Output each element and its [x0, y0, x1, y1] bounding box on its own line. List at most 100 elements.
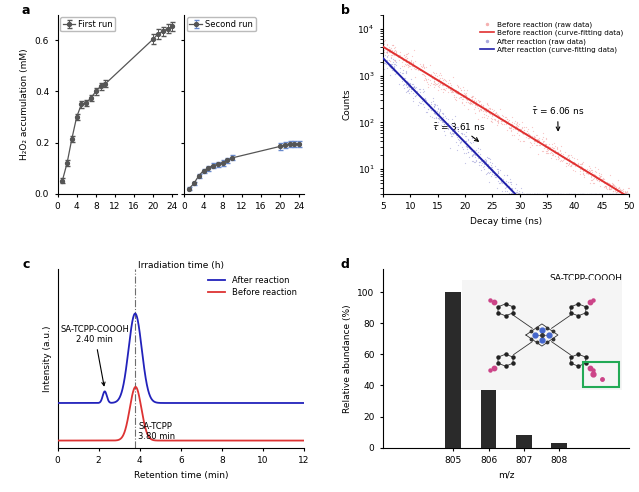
- Point: [591, 190, 601, 198]
- Point: [574, 190, 584, 198]
- Point: [389, 49, 399, 57]
- Point: [594, 169, 604, 177]
- Point: [511, 190, 521, 198]
- Point: [420, 63, 431, 71]
- Point: [564, 157, 574, 165]
- Point: [577, 164, 587, 172]
- Point: [549, 149, 559, 156]
- Point: [387, 64, 397, 72]
- Point: [484, 109, 494, 117]
- Point: [427, 80, 438, 88]
- Point: [470, 101, 481, 109]
- Point: [390, 70, 400, 78]
- Point: [517, 190, 527, 198]
- Point: [460, 91, 470, 99]
- Point: [507, 189, 517, 197]
- Point: [506, 126, 516, 134]
- Point: [574, 190, 585, 198]
- Point: [458, 99, 468, 107]
- Point: [481, 108, 491, 116]
- Point: [463, 98, 473, 106]
- Point: [550, 142, 560, 150]
- Point: [530, 137, 540, 145]
- Legend: Before reaction (raw data), Before reaction (curve-fitting data), After reaction: Before reaction (raw data), Before react…: [477, 18, 626, 56]
- Point: [449, 88, 459, 96]
- Point: [579, 190, 589, 198]
- Point: [620, 190, 630, 198]
- Point: [445, 86, 455, 93]
- Point: [537, 133, 548, 141]
- Point: [453, 89, 463, 97]
- Point: [495, 105, 505, 113]
- Point: [522, 190, 532, 198]
- Point: [489, 171, 499, 179]
- Point: [530, 190, 540, 198]
- Point: [506, 120, 516, 128]
- Point: [433, 77, 443, 85]
- Point: [398, 55, 408, 63]
- Point: [590, 190, 600, 198]
- Point: [587, 190, 597, 198]
- Point: [493, 111, 504, 119]
- Point: [421, 76, 431, 84]
- Point: [463, 95, 473, 103]
- Point: [580, 166, 590, 174]
- Point: [563, 151, 573, 159]
- Point: [434, 109, 444, 117]
- Point: [449, 93, 459, 101]
- Point: [525, 190, 535, 198]
- Point: [600, 190, 610, 198]
- Point: [424, 105, 434, 113]
- Point: [450, 86, 460, 94]
- Point: [397, 62, 408, 69]
- Point: [389, 63, 399, 71]
- Point: [448, 122, 458, 129]
- Point: [539, 144, 549, 152]
- Point: [423, 75, 433, 83]
- Point: [541, 147, 551, 155]
- Point: [391, 48, 401, 56]
- Point: [435, 116, 445, 124]
- Point: [409, 83, 419, 91]
- Point: [410, 84, 420, 92]
- Point: [557, 149, 567, 157]
- Point: [552, 144, 562, 152]
- Point: [564, 155, 574, 163]
- Point: [470, 154, 481, 161]
- Point: [550, 144, 560, 152]
- Point: [451, 146, 461, 154]
- Point: [454, 94, 465, 102]
- Point: [472, 102, 482, 110]
- Point: [544, 149, 555, 157]
- Point: [615, 190, 625, 198]
- Point: [398, 81, 408, 89]
- Point: [473, 115, 483, 123]
- Point: [411, 63, 421, 71]
- Point: [591, 175, 601, 183]
- Point: [381, 48, 392, 56]
- Point: [496, 119, 506, 126]
- Point: [604, 183, 614, 191]
- Point: [461, 142, 471, 150]
- Point: [532, 138, 542, 146]
- Point: [513, 135, 523, 143]
- Point: [564, 151, 574, 158]
- Point: [569, 158, 580, 166]
- Point: [439, 85, 449, 93]
- Point: [387, 63, 397, 71]
- Point: [405, 80, 415, 88]
- Point: [474, 98, 484, 106]
- Point: [565, 190, 575, 198]
- Point: [544, 190, 555, 198]
- Text: c: c: [23, 258, 31, 271]
- Point: [410, 73, 420, 81]
- Point: [424, 80, 434, 88]
- Point: [484, 104, 494, 112]
- Point: [539, 190, 550, 198]
- Point: [399, 51, 410, 59]
- Point: [493, 169, 503, 177]
- Point: [434, 83, 444, 91]
- Point: [434, 75, 444, 83]
- Point: [566, 190, 576, 198]
- Point: [596, 190, 606, 198]
